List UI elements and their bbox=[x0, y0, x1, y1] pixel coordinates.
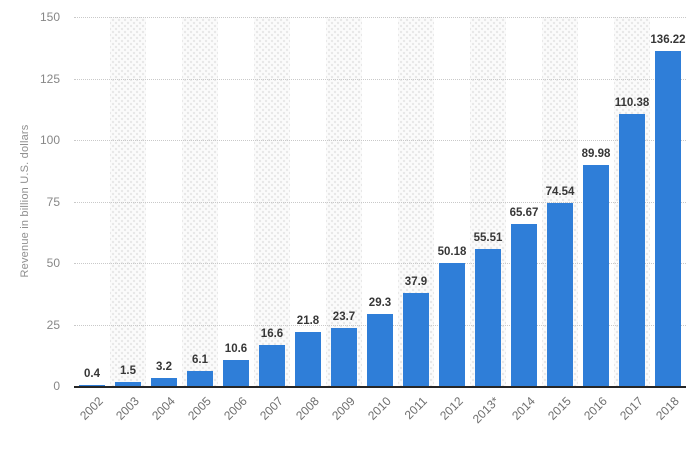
gridline bbox=[74, 201, 686, 203]
plot-area bbox=[74, 17, 686, 388]
bar[interactable] bbox=[583, 165, 609, 386]
value-label: 1.5 bbox=[120, 365, 136, 377]
bar[interactable] bbox=[511, 224, 537, 386]
value-label: 50.18 bbox=[437, 246, 467, 258]
gridline bbox=[74, 17, 686, 18]
gridline bbox=[74, 263, 686, 264]
value-label: 21.8 bbox=[296, 315, 320, 327]
y-tick-label: 125 bbox=[39, 71, 60, 86]
value-label: 136.22 bbox=[650, 34, 686, 46]
bar[interactable] bbox=[187, 371, 213, 386]
bar[interactable] bbox=[367, 314, 393, 386]
bar[interactable] bbox=[79, 385, 105, 386]
bar[interactable] bbox=[619, 114, 645, 386]
y-tick-label: 0 bbox=[53, 379, 60, 393]
y-tick-label: 150 bbox=[39, 10, 60, 24]
bar[interactable] bbox=[439, 263, 465, 386]
value-label: 65.67 bbox=[509, 207, 539, 219]
value-label: 89.98 bbox=[581, 148, 611, 160]
y-tick-label: 50 bbox=[46, 256, 60, 270]
bar[interactable] bbox=[295, 332, 321, 386]
bar[interactable] bbox=[655, 51, 681, 386]
value-label: 0.4 bbox=[84, 368, 100, 380]
gridline bbox=[74, 140, 686, 141]
bar[interactable] bbox=[331, 328, 357, 386]
y-tick-label: 100 bbox=[39, 133, 60, 147]
bar[interactable] bbox=[403, 293, 429, 386]
value-label: 110.38 bbox=[614, 97, 650, 109]
bar[interactable] bbox=[151, 378, 177, 386]
bar[interactable] bbox=[115, 382, 141, 386]
gridline bbox=[74, 78, 686, 80]
value-label: 74.54 bbox=[545, 186, 575, 198]
bar[interactable] bbox=[259, 345, 285, 386]
value-label: 29.3 bbox=[368, 297, 392, 309]
value-label: 37.9 bbox=[404, 276, 428, 288]
bar[interactable] bbox=[475, 249, 501, 386]
value-label: 6.1 bbox=[192, 354, 208, 366]
y-tick-label: 75 bbox=[46, 194, 60, 209]
value-label: 23.7 bbox=[332, 311, 356, 323]
value-label: 16.6 bbox=[260, 328, 284, 340]
y-tick-label: 25 bbox=[46, 317, 60, 332]
value-label: 3.2 bbox=[156, 361, 172, 373]
bar[interactable] bbox=[547, 203, 573, 386]
bar[interactable] bbox=[223, 360, 249, 386]
value-label: 55.51 bbox=[473, 232, 503, 244]
value-label: 10.6 bbox=[224, 343, 248, 355]
